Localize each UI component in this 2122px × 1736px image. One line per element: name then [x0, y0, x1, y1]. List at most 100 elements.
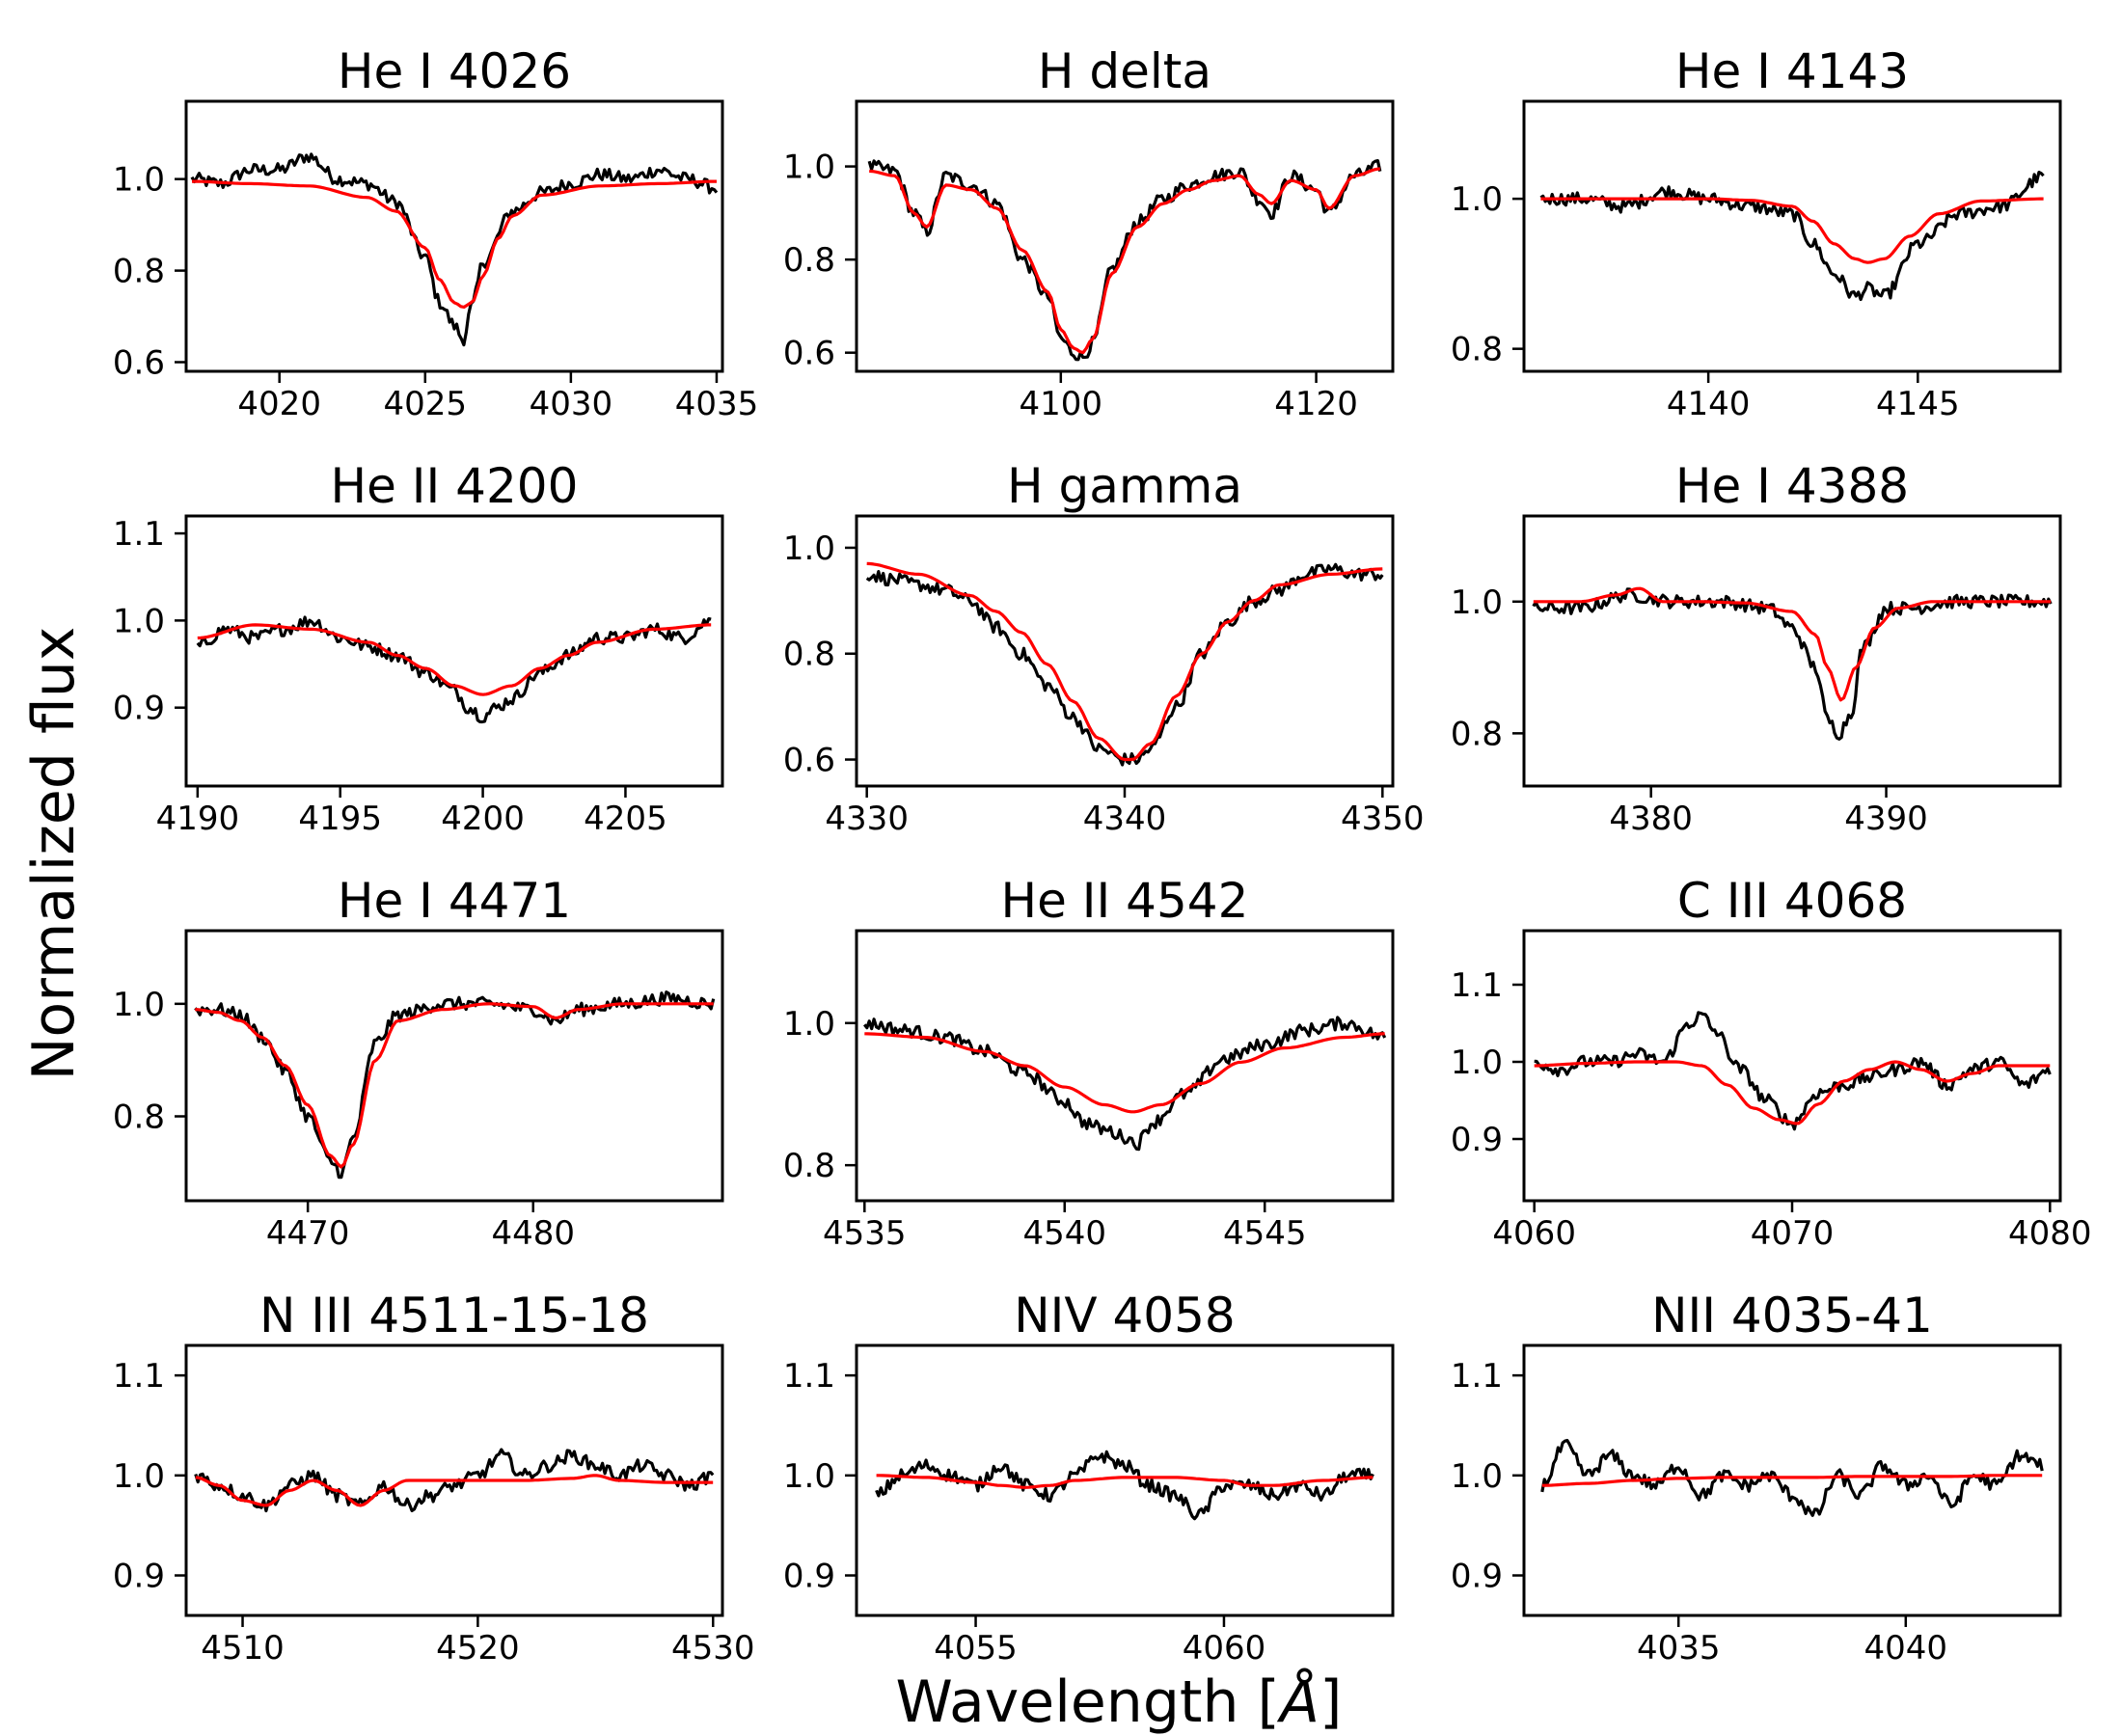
- y-tick-label: 1.0: [1451, 1457, 1503, 1496]
- x-tick-label: 4390: [1844, 800, 1928, 838]
- y-tick-label: 1.1: [1451, 1357, 1503, 1396]
- panel-frame: [855, 514, 1395, 788]
- y-tick-label: 1.0: [783, 1457, 835, 1496]
- y-tick-label: 1.0: [113, 986, 165, 1024]
- panel-7: He I 4471 4470 4480 0.8 1.0: [113, 873, 724, 1253]
- y-tick-label: 0.6: [783, 742, 835, 780]
- panel-title: H gamma: [1007, 458, 1242, 514]
- observed-spectrum-line: [875, 1450, 1374, 1521]
- observed-spectrum-line: [867, 159, 1382, 362]
- x-tick-label: 4330: [825, 800, 909, 838]
- panel-title: He I 4143: [1675, 43, 1909, 99]
- panel-frame: [855, 1343, 1395, 1617]
- model-spectrum-line: [197, 623, 712, 696]
- panel-frame: [1522, 99, 2062, 373]
- y-tick-label: 1.1: [113, 1357, 165, 1396]
- model-spectrum-line: [195, 1002, 714, 1169]
- y-tick-label: 1.0: [113, 602, 165, 640]
- x-tick-label: 4530: [671, 1629, 755, 1668]
- x-tick-label: 4350: [1341, 800, 1425, 838]
- panel-title: He I 4026: [338, 43, 571, 99]
- x-tick-label: 4510: [201, 1629, 285, 1668]
- x-tick-label: 4540: [1022, 1214, 1106, 1253]
- panel-title: C III 4068: [1677, 873, 1907, 929]
- model-spectrum-line: [876, 1474, 1374, 1489]
- x-tick-label: 4040: [1864, 1629, 1948, 1668]
- x-tick-label: 4190: [156, 800, 240, 838]
- model-spectrum-line: [195, 1474, 714, 1507]
- panel-title: He II 4542: [1001, 873, 1249, 929]
- y-tick-label: 0.9: [1451, 1121, 1503, 1159]
- x-tick-label: 4195: [298, 800, 382, 838]
- x-tick-label: 4020: [237, 385, 321, 423]
- observed-spectrum-line: [1534, 1011, 2052, 1131]
- panel-frame: [1522, 1343, 2062, 1617]
- observed-spectrum-line: [190, 152, 719, 347]
- panel-frame: [184, 514, 724, 788]
- y-tick-label: 0.6: [783, 335, 835, 373]
- panel-title: He I 4388: [1675, 458, 1909, 514]
- y-tick-label: 1.0: [113, 161, 165, 200]
- x-axis-label-main: Wavelength [: [896, 1668, 1280, 1736]
- panel-title: NIV 4058: [1014, 1288, 1236, 1343]
- panel-frame: [184, 929, 724, 1203]
- y-tick-label: 0.6: [113, 344, 165, 383]
- y-tick-label: 1.1: [113, 515, 165, 554]
- x-tick-label: 4055: [934, 1629, 1018, 1668]
- x-tick-label: 4480: [491, 1214, 575, 1253]
- y-tick-label: 0.9: [113, 1558, 165, 1596]
- panel-frame: [1522, 514, 2062, 788]
- y-tick-label: 0.8: [1451, 331, 1503, 369]
- observed-spectrum-line: [194, 1448, 715, 1513]
- y-tick-label: 0.8: [1451, 715, 1503, 753]
- x-tick-label: 4145: [1876, 385, 1960, 423]
- panel-3: He I 4143 4140 4145 0.8 1.0: [1451, 43, 2062, 423]
- panel-1: He I 4026 4020 4025 4030 4035 0.6 0.8 1.0: [113, 43, 758, 423]
- y-tick-label: 1.0: [1451, 1044, 1503, 1082]
- x-tick-label: 4060: [1492, 1214, 1576, 1253]
- y-tick-label: 1.0: [783, 529, 835, 568]
- y-tick-label: 0.9: [113, 690, 165, 728]
- panel-4: He II 4200 4190 4195 4200 4205 0.9 1.0 1.1: [113, 458, 724, 838]
- x-tick-label: 4080: [2008, 1214, 2092, 1253]
- model-spectrum-line: [1540, 197, 2044, 264]
- x-axis-label-end: ]: [1319, 1668, 1342, 1736]
- x-tick-label: 4120: [1274, 385, 1358, 423]
- y-axis-label: Normalized flux: [20, 627, 88, 1081]
- observed-spectrum-line: [863, 1016, 1387, 1152]
- x-axis-label-unit: Å: [1276, 1668, 1319, 1736]
- x-tick-label: 4070: [1751, 1214, 1835, 1253]
- model-spectrum-line: [864, 1032, 1385, 1114]
- y-tick-label: 0.8: [113, 1099, 165, 1137]
- panel-title: He II 4200: [331, 458, 579, 514]
- x-tick-label: 4060: [1183, 1629, 1266, 1668]
- x-tick-label: 4140: [1667, 385, 1751, 423]
- x-tick-label: 4035: [675, 385, 759, 423]
- x-tick-label: 4100: [1020, 385, 1103, 423]
- model-spectrum-line: [1533, 586, 2052, 702]
- panel-5: H gamma 4330 4340 4350 0.6 0.8 1.0: [783, 458, 1425, 838]
- y-tick-label: 1.0: [1451, 583, 1503, 622]
- panel-6: He I 4388 4380 4390 0.8 1.0: [1451, 458, 2062, 838]
- y-tick-label: 0.9: [783, 1558, 835, 1596]
- y-tick-label: 0.8: [783, 636, 835, 674]
- panel-frame: [184, 1343, 724, 1617]
- panel-9: C III 4068 4060 4070 4080 0.9 1.0 1.1: [1451, 873, 2092, 1253]
- panel-frame: [855, 929, 1395, 1203]
- x-tick-label: 4200: [441, 800, 525, 838]
- model-spectrum-line: [192, 179, 717, 309]
- x-tick-label: 4380: [1609, 800, 1693, 838]
- observed-spectrum-line: [1540, 1438, 2044, 1517]
- x-axis-label: Wavelength [Å]: [896, 1668, 1343, 1736]
- x-tick-label: 4025: [384, 385, 468, 423]
- x-tick-label: 4535: [823, 1214, 907, 1253]
- y-tick-label: 1.0: [1451, 180, 1503, 219]
- y-tick-label: 0.9: [1451, 1558, 1503, 1596]
- observed-spectrum-line: [194, 990, 716, 1180]
- model-spectrum-line: [1534, 1060, 2051, 1126]
- panel-title: NII 4035-41: [1651, 1288, 1933, 1343]
- observed-spectrum-line: [865, 562, 1384, 767]
- y-tick-label: 1.1: [783, 1357, 835, 1396]
